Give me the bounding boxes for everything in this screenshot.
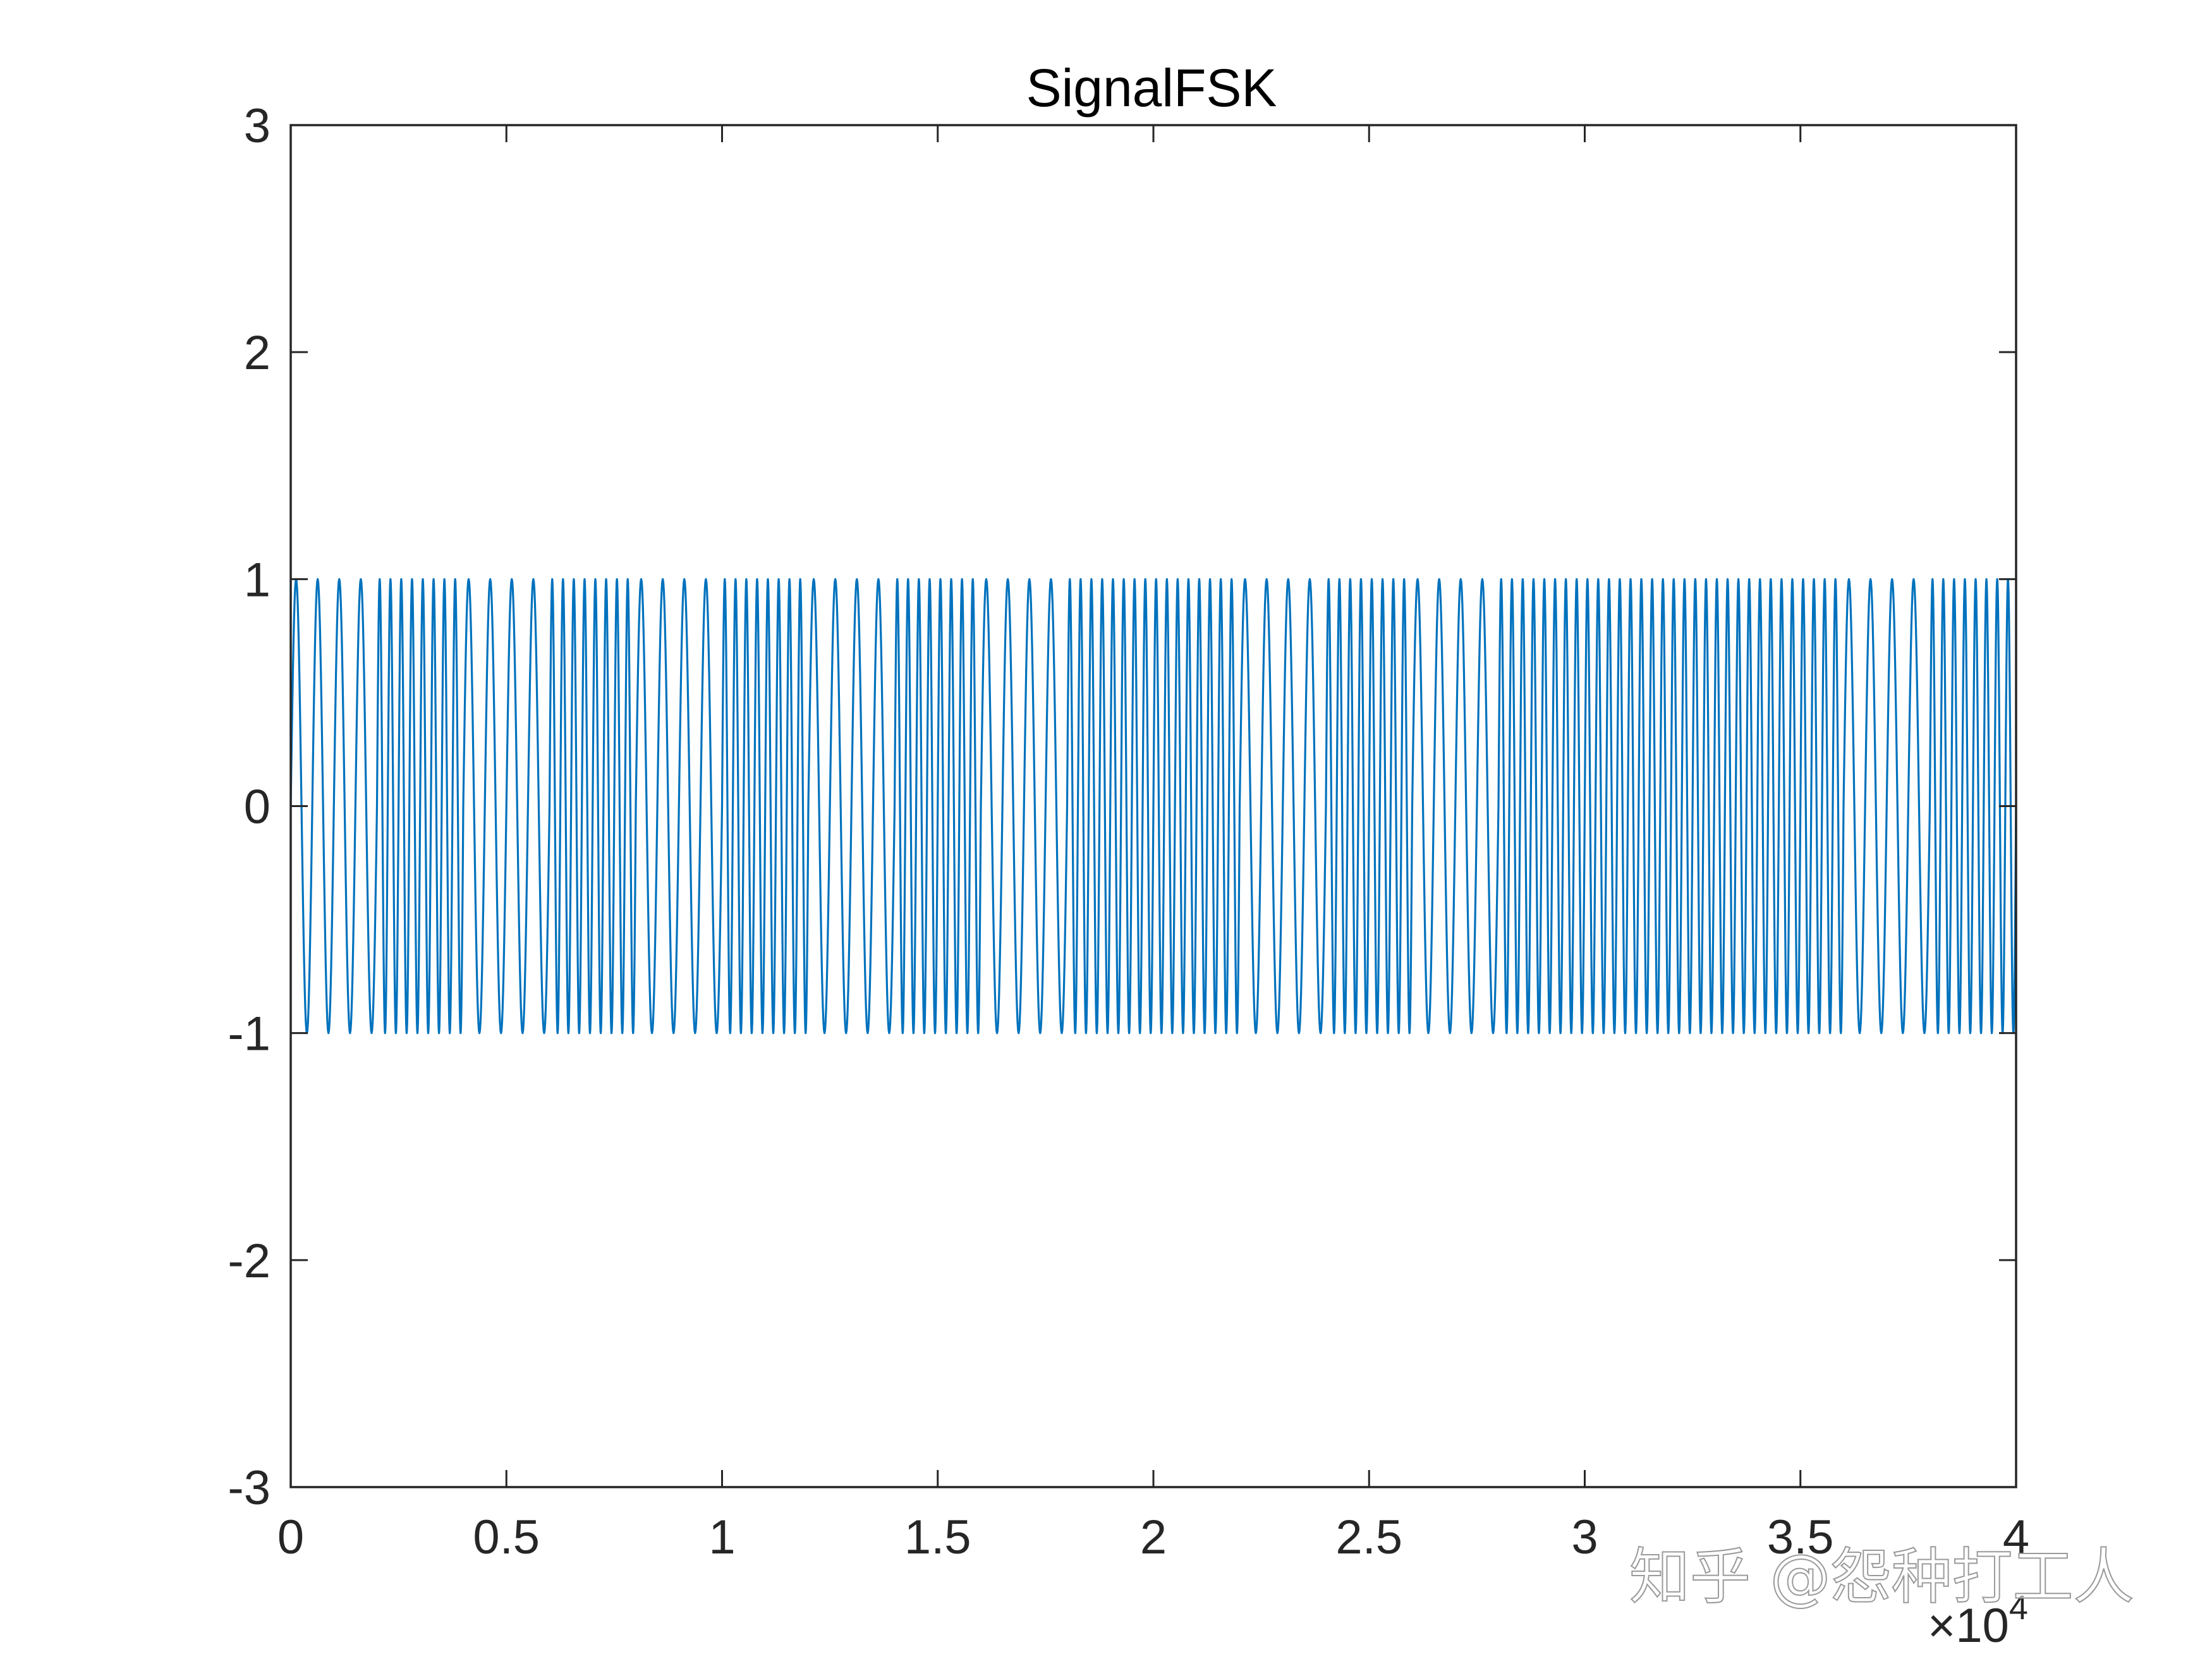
- x-tick-label: 3: [1571, 1510, 1598, 1564]
- x-tick-label: 1: [708, 1510, 735, 1564]
- y-tick-label: 0: [244, 781, 270, 834]
- x-tick-label: 1.5: [904, 1510, 971, 1564]
- y-tick-label: 3: [244, 99, 270, 153]
- x-tick-label: 4: [2003, 1510, 2029, 1564]
- y-tick-label: 2: [244, 326, 270, 380]
- y-tick-label: -1: [228, 1007, 270, 1061]
- x-exponent-label: ×104: [1928, 1589, 2028, 1653]
- x-tick-label: 2: [1140, 1510, 1167, 1564]
- x-tick-label: 2.5: [1335, 1510, 1402, 1564]
- x-tick-label: 0: [277, 1510, 304, 1564]
- x-tick-label: 3.5: [1767, 1510, 1834, 1564]
- chart-title: SignalFSK: [1026, 58, 1277, 118]
- x-exponent-power: 4: [2009, 1589, 2028, 1627]
- y-tick-label: -2: [228, 1234, 270, 1288]
- x-exponent-base: ×10: [1928, 1599, 2009, 1653]
- y-tick-label: 1: [244, 553, 270, 607]
- watermark: 知乎 @怨种打工人: [1629, 1541, 2134, 1612]
- x-tick-label: 0.5: [473, 1510, 540, 1564]
- y-tick-label: -3: [228, 1461, 270, 1515]
- axes: 0 0.5 1 1.5 2 2.5 3 3.5 4 -3 -2 -1 0 1 2 3: [228, 99, 2029, 1564]
- plot-area: [291, 578, 2016, 1035]
- series-line-0: [291, 578, 2016, 1035]
